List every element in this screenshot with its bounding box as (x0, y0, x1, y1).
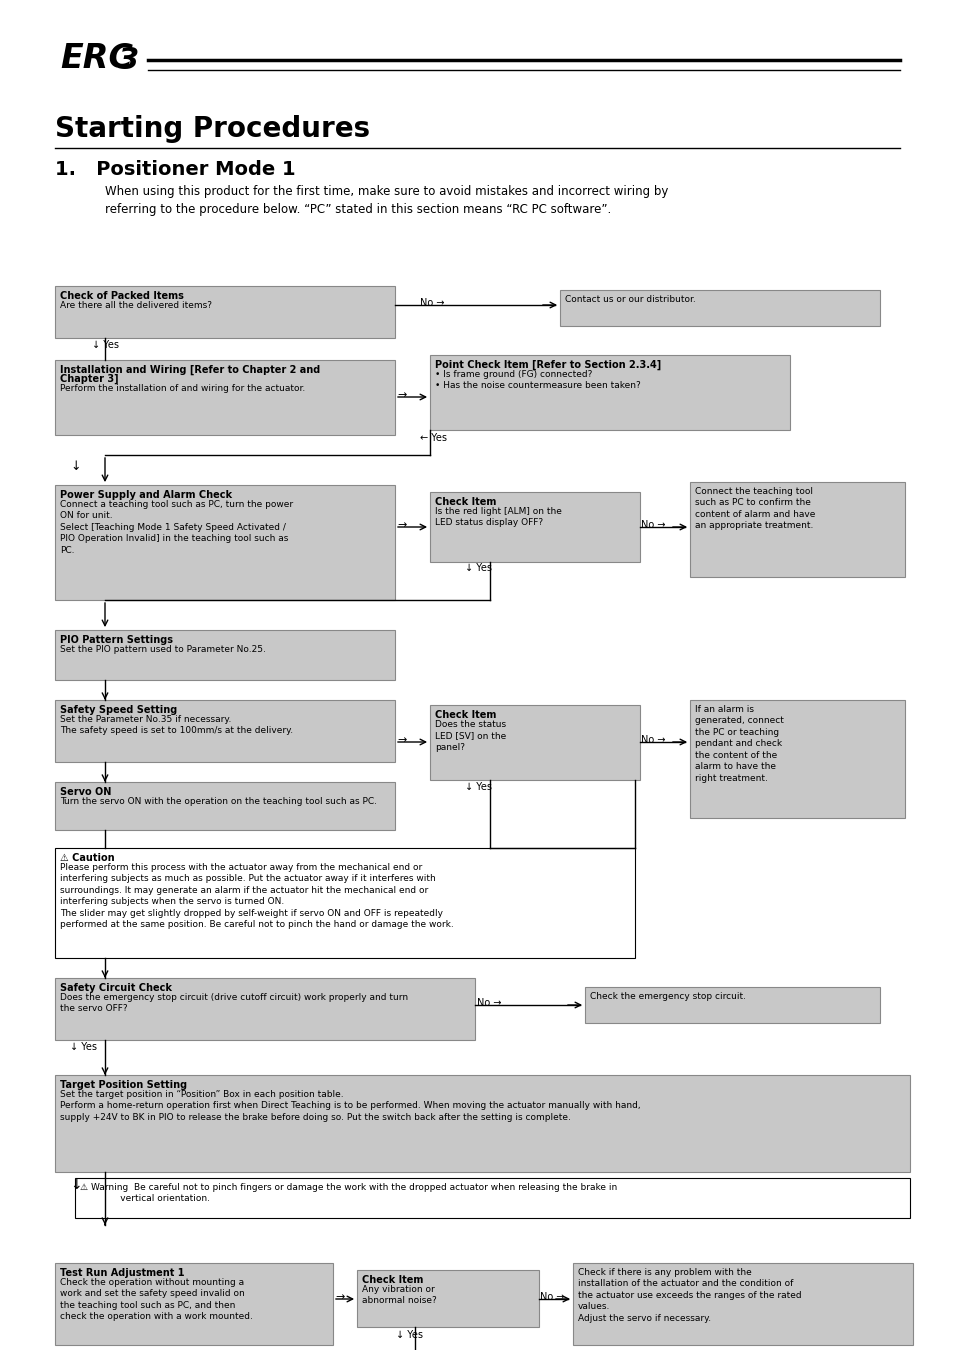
Bar (559, 290, 879, 325)
Text: Set the Parameter No.35 if necessary.
The safety speed is set to 100mm/s at the : Set the Parameter No.35 if necessary. Th… (60, 716, 293, 736)
Text: Safety Circuit Check: Safety Circuit Check (60, 983, 172, 994)
Text: No →: No → (640, 520, 665, 531)
Text: Check Item: Check Item (435, 497, 496, 508)
Bar (55, 286, 395, 338)
Text: ↓ Yes: ↓ Yes (91, 340, 119, 350)
Text: Check the operation without mounting a
work and set the safety speed invalid on
: Check the operation without mounting a w… (60, 1278, 253, 1322)
Bar (356, 1270, 538, 1327)
Text: No →: No → (419, 298, 444, 308)
Text: Set the PIO pattern used to Parameter No.25.: Set the PIO pattern used to Parameter No… (60, 645, 266, 653)
Text: Does the status
LED [SV] on the
panel?: Does the status LED [SV] on the panel? (435, 720, 506, 752)
Bar (689, 482, 904, 576)
Text: ↓ Yes: ↓ Yes (464, 563, 492, 572)
Text: ↓ Yes: ↓ Yes (395, 1330, 422, 1341)
Text: Check Item: Check Item (361, 1274, 423, 1285)
Text: Check if there is any problem with the
installation of the actuator and the cond: Check if there is any problem with the i… (578, 1268, 801, 1323)
Text: ↓ Yes: ↓ Yes (70, 1042, 97, 1052)
Bar (55, 630, 395, 680)
Text: →: → (396, 390, 406, 400)
Text: →: → (335, 1292, 344, 1301)
Text: Any vibration or
abnormal noise?: Any vibration or abnormal noise? (361, 1285, 436, 1305)
Text: ↓: ↓ (70, 460, 80, 472)
Text: PIO Pattern Settings: PIO Pattern Settings (60, 634, 172, 645)
Bar (75, 1179, 909, 1218)
Text: Power Supply and Alarm Check: Power Supply and Alarm Check (60, 490, 232, 500)
Text: Contact us or our distributor.: Contact us or our distributor. (564, 296, 695, 304)
Bar (689, 701, 904, 818)
Text: No →: No → (640, 734, 665, 745)
Text: 3: 3 (118, 46, 139, 76)
Text: When using this product for the first time, make sure to avoid mistakes and inco: When using this product for the first ti… (105, 185, 668, 216)
Bar (584, 987, 879, 1023)
Text: Is the red light [ALM] on the
LED status display OFF?: Is the red light [ALM] on the LED status… (435, 508, 561, 528)
Text: ERC: ERC (60, 42, 132, 76)
Text: No →: No → (539, 1292, 564, 1301)
Text: Starting Procedures: Starting Procedures (55, 115, 370, 143)
Bar (55, 848, 635, 958)
Text: Perform the installation of and wiring for the actuator.: Perform the installation of and wiring f… (60, 383, 305, 393)
Text: Safety Speed Setting: Safety Speed Setting (60, 705, 177, 716)
Text: ⚠ Warning  Be careful not to pinch fingers or damage the work with the dropped a: ⚠ Warning Be careful not to pinch finger… (80, 1183, 617, 1203)
Text: Target Position Setting: Target Position Setting (60, 1080, 187, 1089)
Text: Point Check Item [Refer to Section 2.3.4]: Point Check Item [Refer to Section 2.3.4… (435, 360, 660, 370)
Text: Chapter 3]: Chapter 3] (60, 374, 118, 385)
Text: Installation and Wiring [Refer to Chapter 2 and: Installation and Wiring [Refer to Chapte… (60, 364, 320, 375)
Text: No →: No → (476, 998, 501, 1008)
Text: ↓ Yes: ↓ Yes (464, 782, 492, 792)
Bar (430, 355, 789, 431)
Text: →: → (396, 734, 406, 745)
Bar (55, 1075, 909, 1172)
Bar (430, 491, 639, 562)
Bar (55, 1264, 333, 1345)
Text: 1.   Positioner Mode 1: 1. Positioner Mode 1 (55, 161, 295, 180)
Text: Check Item: Check Item (435, 710, 496, 720)
Text: ← Yes: ← Yes (419, 433, 447, 443)
Bar (430, 705, 639, 780)
Text: Set the target position in “Position” Box in each position table.
Perform a home: Set the target position in “Position” Bo… (60, 1089, 640, 1122)
Bar (55, 360, 395, 435)
Text: →: → (396, 520, 406, 531)
Text: ↓: ↓ (70, 1179, 82, 1192)
Text: ⚠ Caution: ⚠ Caution (60, 853, 114, 863)
Text: Connect a teaching tool such as PC, turn the power
ON for unit.
Select [Teaching: Connect a teaching tool such as PC, turn… (60, 500, 293, 555)
Text: • Is frame ground (FG) connected?
• Has the noise countermeasure been taken?: • Is frame ground (FG) connected? • Has … (435, 370, 640, 390)
Bar (55, 485, 395, 599)
Text: Connect the teaching tool
such as PC to confirm the
content of alarm and have
an: Connect the teaching tool such as PC to … (695, 487, 815, 531)
Bar (55, 701, 395, 761)
Text: Turn the servo ON with the operation on the teaching tool such as PC.: Turn the servo ON with the operation on … (60, 796, 376, 806)
Bar (55, 977, 475, 1040)
Text: Check the emergency stop circuit.: Check the emergency stop circuit. (589, 992, 745, 1000)
Text: Servo ON: Servo ON (60, 787, 112, 796)
Text: Check of Packed Items: Check of Packed Items (60, 292, 184, 301)
Text: Test Run Adjustment 1: Test Run Adjustment 1 (60, 1268, 184, 1278)
Text: Does the emergency stop circuit (drive cutoff circuit) work properly and turn
th: Does the emergency stop circuit (drive c… (60, 994, 408, 1014)
Bar (573, 1264, 912, 1345)
Bar (55, 782, 395, 830)
Text: Please perform this process with the actuator away from the mechanical end or
in: Please perform this process with the act… (60, 863, 454, 929)
Text: Are there all the delivered items?: Are there all the delivered items? (60, 301, 212, 310)
Text: If an alarm is
generated, connect
the PC or teaching
pendant and check
the conte: If an alarm is generated, connect the PC… (695, 705, 783, 783)
